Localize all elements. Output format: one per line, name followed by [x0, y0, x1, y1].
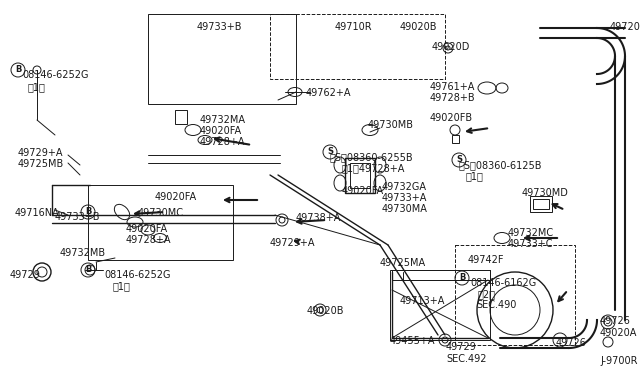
- Text: 08146-6252G: 08146-6252G: [104, 270, 170, 280]
- Text: 49728+A: 49728+A: [126, 235, 172, 245]
- Text: 49713+A: 49713+A: [400, 296, 445, 306]
- Text: 49729+A: 49729+A: [270, 238, 316, 248]
- Text: 49730MD: 49730MD: [522, 188, 569, 198]
- Bar: [452, 135, 459, 143]
- Text: （1）49728+A: （1）49728+A: [342, 163, 405, 173]
- Text: B: B: [15, 65, 21, 74]
- Text: 49732GA: 49732GA: [382, 182, 427, 192]
- Text: 49020FA: 49020FA: [342, 186, 384, 196]
- Text: 49020A: 49020A: [600, 328, 637, 338]
- Text: S: S: [327, 148, 333, 157]
- Text: （S）08360-6255B: （S）08360-6255B: [330, 152, 413, 162]
- Text: 49720: 49720: [610, 22, 640, 32]
- Text: J-9700R: J-9700R: [600, 356, 637, 366]
- Bar: [350, 163, 370, 188]
- Text: （1）: （1）: [466, 171, 484, 181]
- Text: （2）: （2）: [478, 289, 496, 299]
- Text: 49732MB: 49732MB: [60, 248, 106, 258]
- Text: 49710R: 49710R: [335, 22, 372, 32]
- Bar: [533, 199, 549, 209]
- Text: 08146-6252G: 08146-6252G: [22, 70, 88, 80]
- Text: 49733+B: 49733+B: [55, 212, 100, 222]
- Bar: [390, 270, 490, 340]
- Text: 49730MA: 49730MA: [382, 204, 428, 214]
- Text: 49729: 49729: [10, 270, 41, 280]
- Text: B: B: [85, 208, 91, 217]
- Text: 49020FB: 49020FB: [430, 113, 473, 123]
- Text: 49725MB: 49725MB: [18, 159, 64, 169]
- Text: 49762+A: 49762+A: [306, 88, 351, 98]
- Text: 49020FA: 49020FA: [126, 224, 168, 234]
- Text: 49738+A: 49738+A: [296, 213, 341, 223]
- Text: 49742F: 49742F: [468, 255, 504, 265]
- Text: SEC.490: SEC.490: [476, 300, 516, 310]
- Text: 08146-6162G: 08146-6162G: [470, 278, 536, 288]
- Text: 49020FA: 49020FA: [155, 192, 197, 202]
- Text: 49761+A: 49761+A: [430, 82, 476, 92]
- Text: 49020B: 49020B: [307, 306, 344, 316]
- Text: 49729+A: 49729+A: [18, 148, 63, 158]
- Text: 49726: 49726: [600, 316, 631, 326]
- Text: 49725MA: 49725MA: [380, 258, 426, 268]
- Text: 49733+C: 49733+C: [508, 239, 554, 249]
- Text: （1）: （1）: [28, 82, 46, 92]
- Text: 49020D: 49020D: [432, 42, 470, 52]
- Bar: [270, 14, 445, 79]
- Text: 49726: 49726: [556, 338, 587, 348]
- Text: 49730MC: 49730MC: [138, 208, 184, 218]
- Text: 49455+A: 49455+A: [390, 336, 435, 346]
- Text: 49729: 49729: [446, 342, 477, 352]
- Text: S: S: [456, 155, 462, 164]
- Bar: [455, 245, 575, 345]
- Bar: [175, 110, 187, 124]
- Bar: [530, 196, 552, 212]
- Text: 49732MC: 49732MC: [508, 228, 554, 238]
- Text: 49020B: 49020B: [400, 22, 438, 32]
- Text: 49020FA: 49020FA: [200, 126, 242, 136]
- Text: SEC.492: SEC.492: [446, 354, 486, 364]
- Text: （1）: （1）: [113, 281, 131, 291]
- Text: B: B: [459, 273, 465, 282]
- Text: 49733+B: 49733+B: [197, 22, 243, 32]
- Text: 49732MA: 49732MA: [200, 115, 246, 125]
- Text: 49728+B: 49728+B: [430, 93, 476, 103]
- Text: 49728+A: 49728+A: [200, 137, 246, 147]
- Bar: [148, 14, 296, 104]
- Text: （S）08360-6125B: （S）08360-6125B: [459, 160, 543, 170]
- Text: 49730MB: 49730MB: [368, 120, 414, 130]
- Bar: [88, 185, 233, 260]
- Text: 49716NA: 49716NA: [15, 208, 60, 218]
- Text: 49733+A: 49733+A: [382, 193, 428, 203]
- Text: B: B: [85, 266, 91, 275]
- Bar: [345, 158, 375, 193]
